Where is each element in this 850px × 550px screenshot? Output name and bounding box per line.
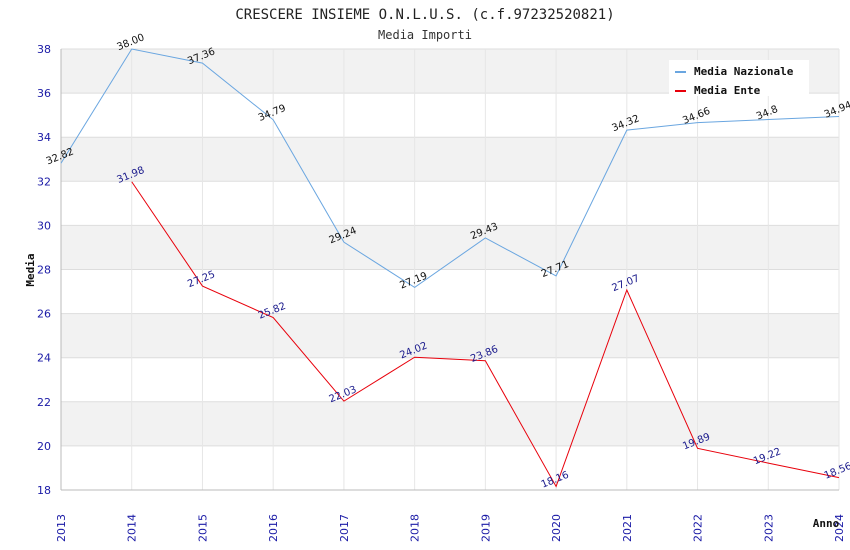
data-label-ente: 19.22 bbox=[752, 446, 783, 467]
x-tick-label: 2022 bbox=[692, 514, 705, 542]
x-tick-label: 2017 bbox=[338, 514, 351, 542]
chart-title: CRESCERE INSIEME O.N.L.U.S. (c.f.9723252… bbox=[235, 7, 614, 23]
grid-bands bbox=[61, 49, 839, 446]
chart-subtitle: Media Importi bbox=[378, 28, 472, 42]
data-label-ente: 27.07 bbox=[611, 273, 642, 294]
y-tick-label: 34 bbox=[37, 131, 51, 144]
x-tick-label: 2015 bbox=[196, 514, 209, 542]
y-tick-label: 28 bbox=[37, 264, 51, 277]
y-tick-label: 18 bbox=[37, 484, 51, 497]
y-tick-label: 32 bbox=[37, 175, 51, 188]
data-label-nazionale: 34.66 bbox=[681, 106, 712, 127]
x-tick-label: 2024 bbox=[833, 514, 846, 542]
y-tick-label: 36 bbox=[37, 87, 51, 100]
grid-band bbox=[61, 313, 839, 358]
series-line-nazionale bbox=[60, 48, 840, 288]
y-axis-ticks: 18 20 22 24 26 28 30 32 34 36 38 bbox=[37, 43, 51, 497]
x-tick-label: 2020 bbox=[550, 514, 563, 542]
x-tick-label: 2019 bbox=[479, 514, 492, 542]
x-tick-label: 2018 bbox=[409, 514, 422, 542]
x-axis-ticks: 2013 2014 2015 2016 2017 2018 2019 2020 2021 2022… bbox=[55, 514, 846, 542]
x-tick-label: 2014 bbox=[126, 514, 139, 542]
y-tick-label: 22 bbox=[37, 396, 51, 409]
data-label-ente: 18.56 bbox=[823, 461, 850, 482]
legend-background bbox=[669, 60, 809, 96]
data-label-ente: 18.16 bbox=[540, 470, 571, 491]
x-tick-label: 2021 bbox=[621, 514, 634, 542]
series-group bbox=[60, 48, 840, 488]
data-label-nazionale: 27.19 bbox=[398, 271, 429, 292]
data-label-ente: 27.25 bbox=[186, 269, 217, 290]
data-label-nazionale: 34.94 bbox=[823, 100, 850, 121]
grid-band bbox=[61, 401, 839, 446]
x-axis-label: Anno bbox=[813, 517, 840, 530]
legend: Media Nazionale Media Ente bbox=[669, 60, 809, 97]
x-tick-label: 2013 bbox=[55, 514, 68, 542]
y-tick-label: 38 bbox=[37, 43, 51, 56]
y-axis-label: Media bbox=[24, 253, 37, 286]
legend-label-nazionale: Media Nazionale bbox=[694, 65, 794, 78]
x-tick-label: 2023 bbox=[762, 514, 775, 542]
legend-label-ente: Media Ente bbox=[694, 84, 761, 97]
grid-band bbox=[61, 137, 839, 182]
y-tick-label: 24 bbox=[37, 352, 51, 365]
y-tick-label: 20 bbox=[37, 440, 51, 453]
data-label-nazionale: 34.79 bbox=[257, 103, 288, 124]
x-tick-label: 2016 bbox=[267, 514, 280, 542]
y-tick-label: 30 bbox=[37, 219, 51, 232]
series-line-ente bbox=[131, 181, 840, 488]
y-tick-label: 26 bbox=[37, 308, 51, 321]
